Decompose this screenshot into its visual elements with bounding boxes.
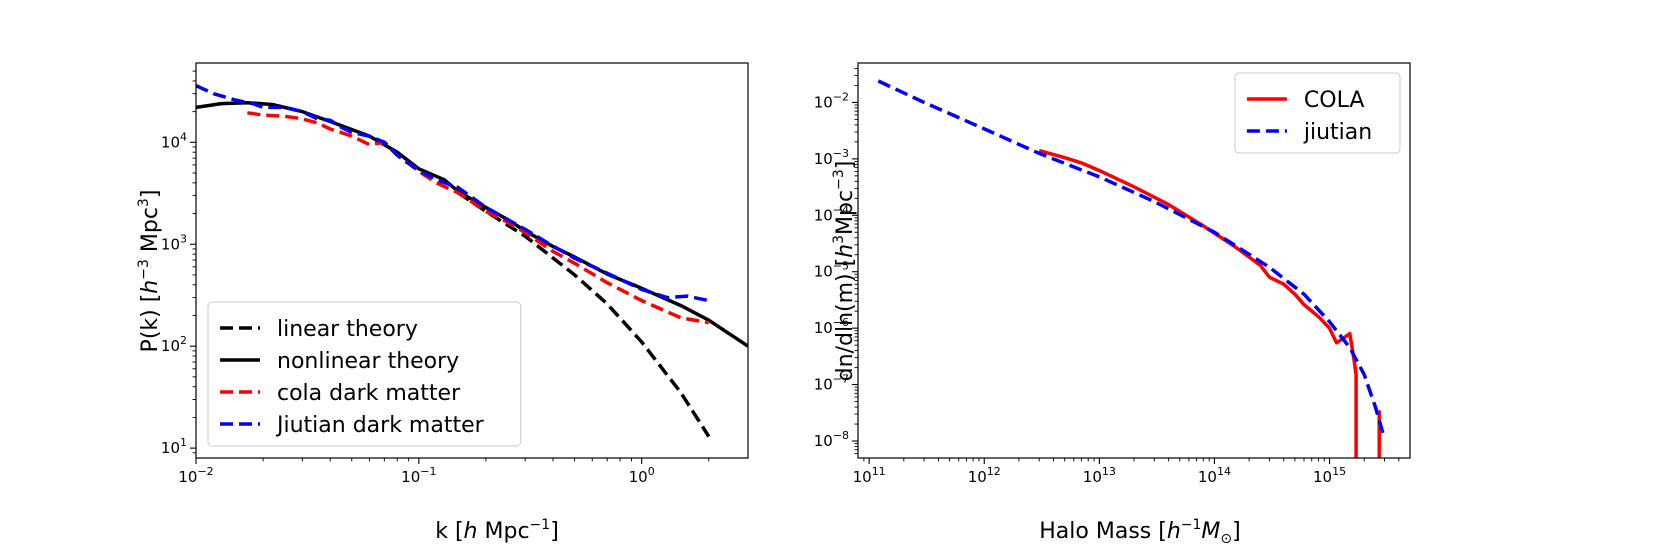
power-spectrum-x-axis-label: k [h Mpc−1]: [435, 517, 559, 544]
power-spectrum-legend-label-jiutian-dark-matter: Jiutian dark matter: [275, 413, 485, 438]
halo-mass-ticks: 1011 1012 1013 1014 1015 10−8 10−7 10−6 10−5 10−4…: [814, 68, 1400, 486]
power-spectrum-series-layer: [196, 84, 748, 438]
halo-mass-legend-label-jiutian: jiutian: [1303, 120, 1372, 145]
halo-mass-y-tick-label: 10−2: [814, 90, 849, 111]
halo-mass-x-tick-label: 1015: [1313, 465, 1346, 486]
power-spectrum-y-axis-label: P(k) [h−3 Mpc3]: [136, 190, 163, 353]
power-spectrum-x-tick-label: 10−1: [401, 465, 436, 486]
power-spectrum-legend: linear theory nonlinear theory cola dark m…: [207, 301, 522, 447]
halo-mass-series-layer: [877, 79, 1387, 458]
halo-mass-x-axis-label: Halo Mass [h−1M⊙]: [1039, 517, 1240, 547]
halo-mass-y-tick-label: 10−6: [814, 316, 849, 337]
halo-mass-x-tick-label: 1011: [853, 465, 886, 486]
halo-mass-x-tick-label: 1013: [1083, 465, 1116, 486]
halo-mass-legend-label-cola: COLA: [1304, 88, 1365, 113]
power-spectrum-frame: [195, 62, 749, 459]
halo-mass-y-tick-label: 10−8: [814, 429, 849, 450]
halo-mass-y-axis-label: dn/dln(m) [h3Mpc−3]: [831, 161, 858, 382]
power-spectrum-x-tick-label: 10−2: [178, 465, 213, 486]
halo-mass-function-panel: 1011 1012 1013 1014 1015 10−8 10−7 10−6 10−5 10−4…: [814, 62, 1411, 547]
halo-mass-legend: COLA jiutian: [1234, 72, 1401, 154]
power-spectrum-legend-label-cola-dark-matter: cola dark matter: [277, 381, 461, 406]
power-spectrum-legend-box: [207, 301, 522, 447]
power-spectrum-legend-label-nonlinear-theory: nonlinear theory: [277, 349, 459, 374]
halo-mass-y-tick-label: 10−4: [814, 203, 849, 224]
halo-mass-x-tick-label: 1014: [1198, 465, 1231, 486]
power-spectrum-x-tick-label: 100: [629, 465, 655, 486]
halo-mass-y-tick-label: 10−3: [814, 147, 849, 168]
power-spectrum-ticks: 10−2 10−1 100 101 102 103 104: [161, 70, 710, 486]
halo-mass-legend-box: [1234, 72, 1401, 154]
halo-mass-y-tick-label: 10−7: [814, 373, 849, 394]
halo-mass-x-tick-label: 1012: [968, 465, 1001, 486]
power-spectrum-series-jiutian-dark-matter-line: [196, 84, 710, 303]
power-spectrum-legend-label-linear-theory: linear theory: [277, 317, 418, 342]
power-spectrum-y-tick-label: 102: [161, 334, 187, 355]
halo-mass-series-jiutian-line: [877, 79, 1387, 440]
power-spectrum-y-tick-label: 103: [161, 232, 187, 253]
power-spectrum-y-tick-label: 101: [161, 436, 187, 457]
power-spectrum-y-tick-label: 104: [161, 130, 187, 151]
halo-mass-series-cola-line: [1038, 148, 1358, 458]
halo-mass-y-tick-label: 10−5: [814, 260, 849, 281]
power-spectrum-panel: 10−2 10−1 100 101 102 103 104 k [h Mpc−1] P(k)…: [136, 62, 749, 544]
power-spectrum-series-cola-dark-matter-line: [247, 111, 710, 325]
